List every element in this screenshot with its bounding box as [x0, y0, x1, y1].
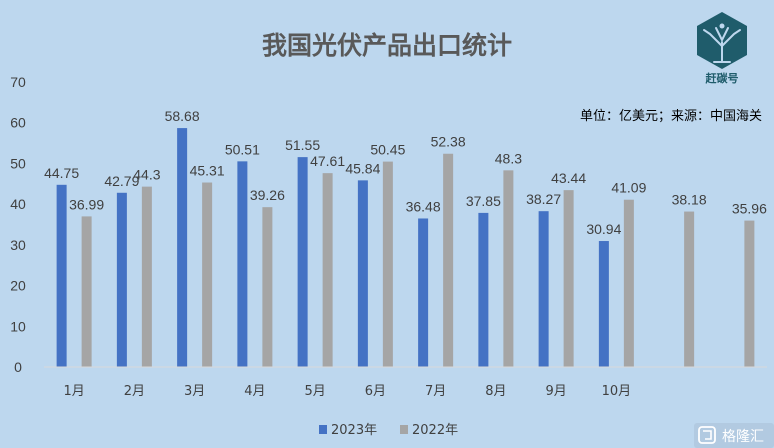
- bar-series-2: [382, 161, 393, 367]
- data-label: 48.3: [495, 150, 522, 166]
- legend: 2023年 2022年: [319, 423, 458, 438]
- data-label: 39.26: [250, 187, 285, 203]
- data-label: 35.96: [732, 201, 767, 217]
- y-axis-ticks: 0 10 20 30 40 50 60 70: [10, 74, 26, 375]
- bar-series-2: [322, 173, 333, 367]
- brand-logo: 赶碳号: [697, 12, 747, 85]
- data-label: 30.94: [586, 221, 621, 237]
- legend-label: 2022年: [412, 423, 458, 438]
- data-label: 43.44: [551, 170, 586, 186]
- data-label: 47.61: [310, 153, 345, 169]
- legend-swatch: [400, 425, 408, 434]
- bar-series-2: [81, 216, 92, 367]
- bar-series-2: [443, 153, 454, 367]
- data-label: 52.38: [431, 134, 466, 150]
- x-category-label: 7月: [425, 384, 446, 399]
- y-tick-label: 20: [10, 278, 26, 294]
- data-label: 41.09: [611, 180, 646, 196]
- bar-series-1: [478, 212, 489, 367]
- data-label: 44.3: [133, 167, 160, 183]
- bar-series-1: [56, 184, 67, 367]
- glh-logo-icon: [698, 426, 716, 444]
- data-label: 44.75: [44, 165, 79, 181]
- legend-swatch: [319, 425, 327, 434]
- y-tick-label: 40: [10, 196, 26, 212]
- bars: [56, 128, 755, 367]
- x-category-label: 6月: [365, 384, 386, 399]
- brand-name: 赶碳号: [705, 71, 739, 85]
- bar-series-2: [563, 190, 574, 367]
- chart-title: 我国光伏产品出口统计: [262, 31, 512, 60]
- bar-series-1: [418, 218, 429, 367]
- x-category-label: 2月: [124, 384, 145, 399]
- bar-series-1: [116, 192, 127, 367]
- x-category-label: 1月: [63, 384, 84, 399]
- unit-source-note: 单位：亿美元；来源：中国海关: [580, 109, 762, 124]
- watermark-text: 格隆汇: [722, 429, 764, 445]
- data-label: 37.85: [466, 193, 501, 209]
- data-label: 36.99: [69, 196, 104, 212]
- tree-hexagon-icon: [697, 12, 747, 69]
- bar-series-2: [623, 199, 634, 367]
- data-label: 38.18: [672, 192, 707, 208]
- x-category-label: 3月: [184, 384, 205, 399]
- data-label: 38.27: [526, 191, 561, 207]
- data-label: 45.84: [345, 160, 380, 176]
- y-tick-label: 70: [10, 74, 26, 90]
- bar-series-2: [141, 186, 152, 367]
- y-tick-label: 50: [10, 155, 26, 171]
- data-label: 58.68: [165, 108, 200, 124]
- bar-series-2: [503, 170, 514, 367]
- bar-series-2: [262, 207, 273, 367]
- x-category-label: 5月: [304, 384, 325, 399]
- x-category-label: 9月: [545, 384, 566, 399]
- bar-series-1: [538, 211, 549, 367]
- data-label: 36.48: [406, 198, 441, 214]
- data-label: 50.51: [225, 141, 260, 157]
- data-label: 42.79: [104, 173, 139, 189]
- y-tick-label: 0: [14, 359, 22, 375]
- x-category-label: 10月: [602, 384, 632, 399]
- y-tick-label: 30: [10, 237, 26, 253]
- data-label: 50.45: [370, 142, 405, 158]
- data-label: 51.55: [285, 137, 320, 153]
- y-tick-label: 10: [10, 318, 26, 334]
- bar-series-2: [744, 220, 755, 367]
- x-axis-categories: 1月 2月 3月 4月 5月 6月 7月 8月 9月 10月: [63, 384, 631, 399]
- x-category-label: 4月: [244, 384, 265, 399]
- bar-series-1: [357, 180, 368, 367]
- bar-series-2: [202, 182, 213, 367]
- bar-series-1: [177, 128, 188, 367]
- watermark: 格隆汇: [694, 423, 774, 448]
- bar-series-2: [684, 211, 695, 367]
- bar-series-1: [297, 157, 308, 367]
- legend-label: 2023年: [331, 423, 377, 438]
- bar-series-1: [237, 161, 248, 367]
- y-tick-label: 60: [10, 115, 26, 131]
- bar-series-1: [598, 241, 609, 367]
- data-label: 45.31: [190, 163, 225, 179]
- x-category-label: 8月: [485, 384, 506, 399]
